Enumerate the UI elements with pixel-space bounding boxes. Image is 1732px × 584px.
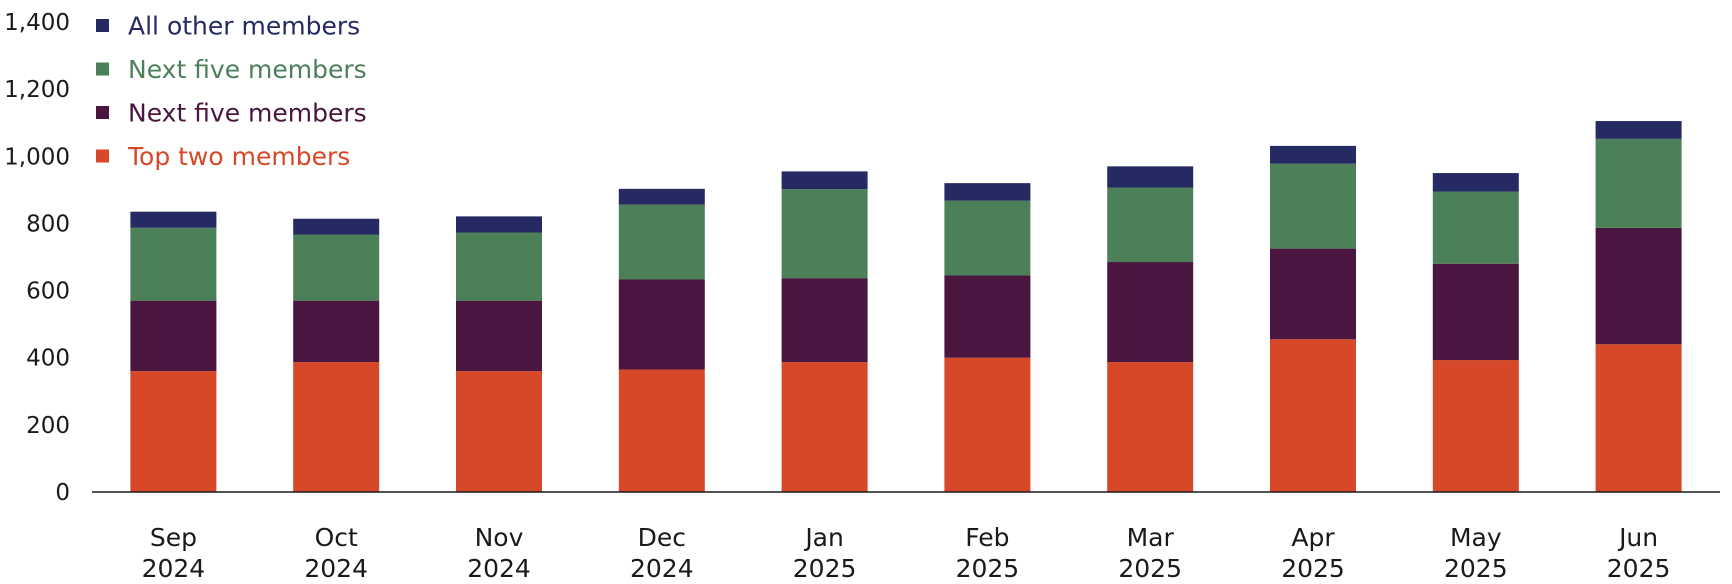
bar-segment	[130, 371, 217, 492]
y-tick-label: 400	[26, 346, 70, 372]
bar-segment	[1432, 360, 1519, 492]
x-tick-label: 2025	[793, 554, 857, 583]
bar-segment	[1107, 262, 1194, 363]
y-tick-label: 200	[26, 413, 70, 439]
bar-segment	[944, 275, 1031, 358]
bar-segment	[944, 200, 1031, 276]
x-tick-label: 2024	[304, 554, 368, 583]
y-tick-label: 0	[55, 480, 70, 506]
bar-segment	[618, 279, 705, 370]
x-tick-label: May	[1450, 523, 1502, 552]
x-tick-label: Dec	[638, 523, 686, 552]
bars	[130, 121, 1682, 492]
bar-segment	[130, 227, 217, 301]
legend-swatch	[96, 149, 109, 163]
bar-segment	[1595, 344, 1682, 492]
bar-segment	[618, 369, 705, 492]
bar-segment	[293, 300, 380, 363]
legend-swatch	[96, 62, 109, 76]
legend-label: Top two members	[127, 142, 350, 171]
bar-segment	[1270, 339, 1356, 492]
y-tick-label: 1,400	[4, 10, 70, 36]
bar-segment	[1432, 263, 1519, 361]
bar-segment	[1270, 163, 1356, 249]
bar-segment	[293, 234, 380, 301]
bar-segment	[130, 211, 217, 228]
x-tick-label: 2025	[1607, 554, 1671, 583]
x-tick-label: Nov	[475, 523, 524, 552]
x-tick-label: Mar	[1127, 523, 1175, 552]
bar-segment	[293, 218, 380, 235]
y-tick-label: 1,000	[4, 144, 70, 170]
bar-segment	[1270, 248, 1356, 340]
x-tick-label: Apr	[1291, 523, 1335, 552]
legend-swatch	[96, 19, 109, 32]
x-tick-label: Sep	[150, 523, 197, 552]
bar-segment	[781, 362, 868, 492]
x-tick-label: 2024	[630, 554, 694, 583]
bar-segment	[781, 171, 868, 190]
bar-segment	[1107, 187, 1194, 263]
bar-segment	[1595, 138, 1682, 228]
y-axis: 0 200 400 600 800 1,000 1,200 1,400	[4, 10, 70, 506]
x-tick-label: Jan	[803, 523, 844, 552]
x-tick-label: Feb	[965, 523, 1009, 552]
x-tick-label: Oct	[315, 523, 358, 552]
bar-segment	[618, 188, 705, 205]
x-tick-label: 2025	[1281, 554, 1345, 583]
bar-segment	[1595, 121, 1682, 139]
bar-segment	[944, 357, 1031, 492]
legend-swatch	[96, 106, 109, 119]
x-tick-label: 2025	[1118, 554, 1182, 583]
legend-label: All other members	[128, 12, 360, 41]
bar-segment	[1107, 166, 1194, 188]
y-tick-label: 600	[26, 279, 70, 305]
x-tick-label: 2024	[467, 554, 531, 583]
y-tick-label: 800	[26, 211, 70, 237]
bar-segment	[944, 183, 1031, 201]
legend: All other members Next five members Next f…	[96, 12, 367, 171]
bar-segment	[781, 278, 868, 363]
legend-label: Next five members	[128, 99, 367, 128]
bar-segment	[1107, 362, 1194, 492]
x-tick-label: 2024	[142, 554, 206, 583]
x-tick-label: Jun	[1617, 523, 1658, 552]
bar-segment	[293, 362, 380, 492]
bar-segment	[618, 204, 705, 280]
bar-segment	[456, 300, 542, 372]
bar-segment	[1595, 227, 1682, 345]
x-tick-label: 2025	[956, 554, 1020, 583]
bar-segment	[1432, 173, 1519, 192]
x-tick-label: 2025	[1444, 554, 1508, 583]
bar-segment	[130, 300, 217, 372]
bar-segment	[1432, 191, 1519, 264]
legend-label: Next five members	[128, 55, 367, 84]
bar-segment	[781, 189, 868, 279]
y-tick-label: 1,200	[4, 77, 70, 103]
x-axis: Sep2024Oct2024Nov2024Dec2024Jan2025Feb20…	[142, 523, 1671, 583]
bar-segment	[456, 232, 542, 301]
bar-segment	[456, 371, 542, 492]
bar-segment	[1270, 145, 1356, 164]
bar-segment	[456, 216, 542, 233]
